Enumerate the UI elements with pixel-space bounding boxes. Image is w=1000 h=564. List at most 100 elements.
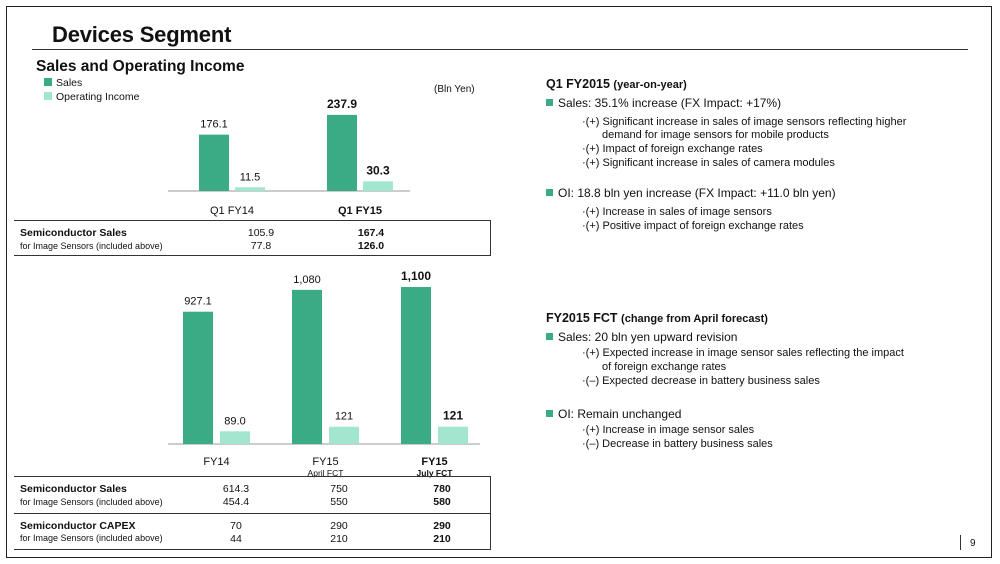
table2-r2-c2: 550 [330, 496, 348, 508]
slide-frame [6, 6, 992, 558]
data-label-operating-income-2: 121 [443, 409, 463, 423]
data-label-sales-0: 927.1 [184, 296, 212, 308]
unit-label: (Bln Yen) [434, 84, 475, 95]
q1-oi-bullet: OI: 18.8 bln yen increase (FX Impact: +1… [546, 186, 836, 200]
q1-oi-item-1-text: (+) Increase in sales of image sensors [585, 206, 772, 218]
legend-oi-label: Operating Income [56, 91, 140, 103]
data-label-operating-income-0: 89.0 [224, 415, 245, 427]
bar-operating-income-2 [438, 426, 468, 444]
page-number-divider [960, 535, 961, 550]
data-label-operating-income-1: 30.3 [366, 163, 390, 177]
fy-sales-item-1b: of foreign exchange rates [602, 360, 726, 374]
table2-row2-label: for Image Sensors (included above) [20, 497, 163, 507]
category-label-2: FY15 [421, 456, 447, 468]
table2-r1-c1: 614.3 [222, 483, 250, 495]
fy-heading: FY2015 FCT (change from April forecast) [546, 311, 768, 325]
bar-sales-1 [327, 114, 357, 191]
category-sublabel-1: April FCT [308, 468, 344, 478]
bar-operating-income-0 [235, 187, 265, 191]
bar-operating-income-1 [363, 181, 393, 191]
table2-r4-c2: 210 [330, 533, 348, 545]
q1-sales-item-3: ·(+) Significant increase in sales of ca… [582, 157, 835, 169]
q1-heading-suffix: (year-on-year) [613, 79, 687, 91]
fy-sales-item-2-text: (–) Expected decrease in battery busines… [585, 375, 820, 387]
fy-heading-text: FY2015 FCT [546, 311, 618, 325]
fy-oi-item-1-text: (+) Increase in image sensor sales [585, 424, 755, 436]
category-label-0: Q1 FY14 [210, 205, 254, 217]
q1-sales-bullet-text: Sales: 35.1% increase (FX Impact: +17%) [558, 96, 782, 110]
category-sublabel-2: July FCT [417, 468, 454, 478]
bar-operating-income-1 [329, 426, 359, 444]
fy-sales-item-1: ·(+) Expected increase in image sensor s… [582, 347, 904, 359]
bullet-square-icon [546, 189, 553, 196]
fy-sales-bullet: Sales: 20 bln yen upward revision [546, 330, 737, 344]
table2-r1-c3: 780 [433, 483, 451, 495]
fy-sales-item-2: ·(–) Expected decrease in battery busine… [582, 375, 820, 387]
table1-top-rule [14, 220, 490, 221]
q1-oi-bullet-text: OI: 18.8 bln yen increase (FX Impact: +1… [558, 186, 836, 200]
q1-sales-item-2-text: (+) Impact of foreign exchange rates [585, 143, 763, 155]
legend-sales-label: Sales [56, 77, 83, 89]
table1-right-rule [490, 220, 491, 256]
table2-r2-c1: 454.4 [222, 496, 250, 508]
q1-sales-item-1-text: (+) Significant increase in sales of ima… [585, 116, 907, 128]
table1-row2-label: for Image Sensors (included above) [20, 241, 163, 251]
category-label-0: FY14 [203, 456, 229, 468]
bar-sales-1 [292, 289, 322, 444]
data-label-operating-income-1: 121 [335, 411, 353, 423]
table2-r3-c2: 290 [330, 520, 348, 532]
table2-r1-c2: 750 [330, 483, 348, 495]
table1-r2-c1: 77.8 [250, 240, 272, 252]
bullet-square-icon [546, 99, 553, 106]
chart-title: Sales and Operating Income [36, 58, 245, 75]
q1-sales-item-1b-text: demand for image sensors for mobile prod… [602, 129, 829, 141]
data-label-sales-0: 176.1 [200, 119, 228, 131]
bar-sales-2 [401, 287, 431, 444]
table2-r3-c3: 290 [433, 520, 451, 532]
data-label-sales-1: 237.9 [327, 97, 357, 111]
q1-oi-item-2: ·(+) Positive impact of foreign exchange… [582, 220, 804, 232]
legend-oi-swatch [44, 92, 52, 100]
q1-sales-item-1: ·(+) Significant increase in sales of im… [582, 116, 907, 128]
q1-oi-item-2-text: (+) Positive impact of foreign exchange … [585, 220, 804, 232]
legend-sales: Sales [44, 77, 82, 89]
fy-heading-suffix: (change from April forecast) [621, 313, 768, 325]
table2-r2-c3: 580 [433, 496, 451, 508]
data-label-operating-income-0: 11.5 [240, 171, 261, 183]
page-number: 9 [970, 538, 976, 549]
table2-top-rule [14, 476, 490, 477]
page-title: Devices Segment [52, 22, 232, 47]
category-label-1: Q1 FY15 [338, 205, 382, 217]
q1-heading: Q1 FY2015 (year-on-year) [546, 77, 687, 91]
fy-oi-bullet: OI: Remain unchanged [546, 407, 681, 421]
fy-oi-bullet-text: OI: Remain unchanged [558, 407, 682, 421]
title-divider [32, 49, 968, 50]
bullet-square-icon [546, 333, 553, 340]
bar-sales-0 [199, 134, 229, 191]
legend-sales-swatch [44, 78, 52, 86]
bullet-square-icon [546, 410, 553, 417]
fy-oi-item-1: ·(+) Increase in image sensor sales [582, 424, 755, 436]
table2-row1-label: Semiconductor Sales [20, 483, 127, 495]
table2-r4-c3: 210 [433, 533, 451, 545]
data-label-sales-1: 1,080 [293, 274, 321, 286]
data-label-sales-2: 1,100 [401, 269, 431, 283]
bar-operating-income-0 [220, 431, 250, 444]
fy-oi-item-2: ·(–) Decrease in battery business sales [582, 438, 773, 450]
q1-heading-text: Q1 FY2015 [546, 77, 610, 91]
table2-row4-label: for Image Sensors (included above) [20, 533, 163, 543]
table1-r1-c2: 167.4 [357, 227, 385, 239]
table2-r3-c1: 70 [230, 520, 242, 532]
category-label-1: FY15 [312, 456, 338, 468]
legend-operating-income: Operating Income [44, 91, 139, 103]
q1-oi-item-1: ·(+) Increase in sales of image sensors [582, 206, 772, 218]
table2-mid-rule [14, 513, 490, 514]
table1-r1-c1: 105.9 [247, 227, 275, 239]
table2-r4-c1: 44 [230, 533, 242, 545]
chart-quarterly: 176.1 11.5 Q1 FY14 237.9 30.3 Q1 FY15 [168, 97, 410, 217]
table2-right-rule [490, 476, 491, 550]
q1-sales-item-3-text: (+) Significant increase in sales of cam… [585, 157, 835, 169]
bar-sales-0 [183, 311, 213, 444]
table1-r2-c2: 126.0 [357, 240, 385, 252]
